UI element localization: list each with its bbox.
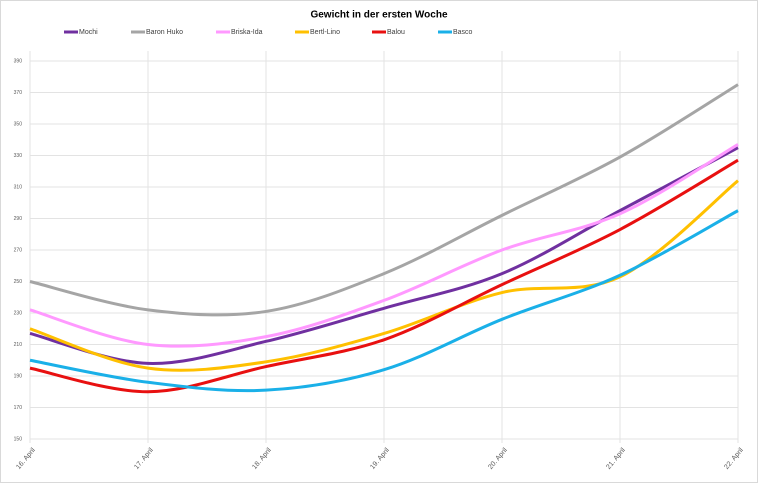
series-line (29, 146, 739, 365)
y-tick-label: 330 (14, 153, 23, 159)
y-tick-label: 250 (14, 279, 23, 285)
y-tick-label: 230 (14, 310, 23, 316)
y-tick-label: 170 (14, 405, 23, 411)
lines (29, 83, 739, 394)
y-tick-label: 150 (14, 436, 23, 442)
legend-label: Bertl-Lino (310, 29, 340, 36)
series-line (29, 158, 739, 394)
y-tick-label: 290 (14, 216, 23, 222)
series-line (29, 209, 739, 393)
y-tick-label: 370 (14, 90, 23, 96)
y-tick-label: 350 (14, 121, 23, 127)
y-tick-label: 390 (14, 58, 23, 64)
legend-label: Basco (453, 29, 473, 36)
legend-label: Briska-Ida (231, 29, 263, 36)
grid (29, 51, 739, 443)
chart-title: Gewicht in der ersten Woche (310, 10, 448, 21)
y-tick-label: 210 (14, 342, 23, 348)
y-tick-label: 310 (14, 184, 23, 190)
legend-label: Balou (387, 29, 405, 36)
y-tick-label: 270 (14, 247, 23, 253)
legend-label: Mochi (79, 29, 98, 36)
legend-label: Baron Huko (146, 29, 183, 36)
y-tick-label: 190 (14, 373, 23, 379)
series-line (29, 83, 739, 317)
series-line (29, 143, 739, 348)
